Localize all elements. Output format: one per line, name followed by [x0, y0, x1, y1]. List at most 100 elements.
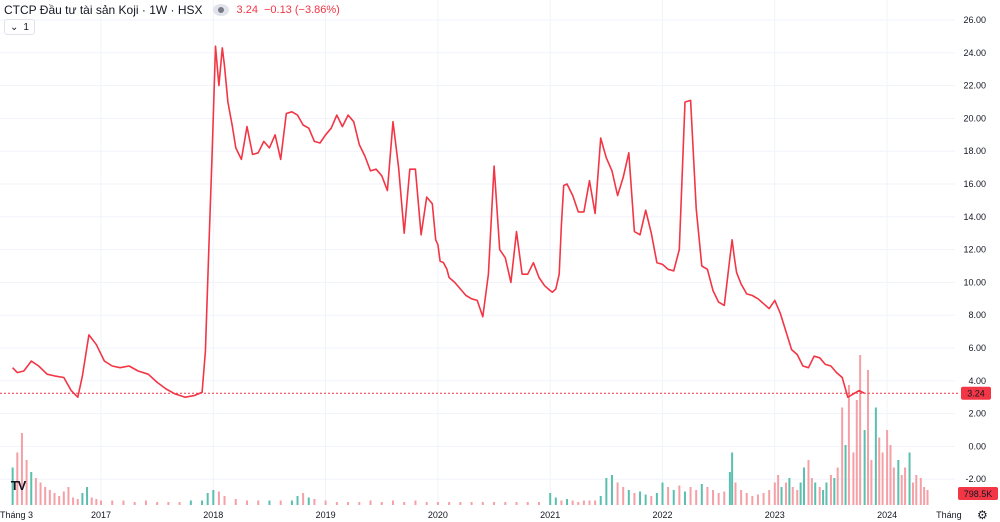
- volume-bar: [818, 487, 821, 505]
- volume-bar: [881, 452, 884, 505]
- x-tick-label: 2022: [652, 510, 672, 520]
- volume-bar: [867, 370, 870, 505]
- volume-bar: [610, 475, 613, 505]
- volume-bar: [886, 430, 889, 505]
- grid-lines: [0, 0, 955, 505]
- y-tick-label: 24.00: [963, 48, 986, 58]
- volume-bar: [897, 460, 900, 505]
- volume-bar: [481, 502, 484, 505]
- volume-bar: [650, 496, 653, 505]
- volume-bar: [76, 499, 79, 505]
- volume-bar: [391, 500, 394, 505]
- volume-bar: [870, 460, 873, 505]
- x-axis: Tháng 3 2017 2018 2019 2020 2021 2022 2023 2024 T…: [0, 510, 962, 520]
- volume-bar: [627, 490, 630, 505]
- y-tick-label: 8.00: [968, 310, 986, 320]
- volume-bar: [717, 493, 720, 505]
- volume-bar: [814, 482, 817, 505]
- volume-bar: [923, 487, 926, 505]
- volume-bar: [537, 502, 540, 505]
- y-tick-label: 26.00: [963, 15, 986, 25]
- volume-bar: [178, 502, 181, 505]
- volume-bar: [380, 502, 383, 505]
- volume-bar: [515, 502, 518, 505]
- volume-bar: [796, 490, 799, 505]
- volume-bar: [908, 452, 911, 505]
- volume-bar: [734, 482, 737, 505]
- volume-bar: [700, 484, 703, 505]
- volume-bar: [745, 493, 748, 505]
- y-tick-label: 4.00: [968, 376, 986, 386]
- volume-bar: [212, 490, 215, 505]
- x-tick-label: 2018: [203, 510, 223, 520]
- volume-bar: [780, 487, 783, 505]
- volume-bar: [847, 385, 850, 505]
- volume-bar: [414, 500, 417, 505]
- volume-bar: [689, 487, 692, 505]
- volume-bar: [62, 491, 65, 505]
- volume-bar: [347, 502, 350, 505]
- volume-bar: [605, 478, 608, 505]
- volume-bar: [268, 500, 271, 505]
- volume-bar: [201, 500, 204, 505]
- volume-bar: [644, 494, 647, 505]
- volume-bar: [791, 487, 794, 505]
- volume-bar: [493, 502, 496, 505]
- x-tick-label: Tháng 3: [0, 510, 33, 520]
- volume-bar: [672, 490, 675, 505]
- x-tick-label: 2024: [877, 510, 897, 520]
- price-change: −0.13 (−3.86%): [263, 4, 340, 16]
- indicator-count: 1: [23, 21, 29, 33]
- volume-tag: 798.5K: [958, 487, 998, 500]
- volume-bar: [81, 493, 84, 505]
- volume-bar: [234, 499, 237, 505]
- eye-icon[interactable]: [212, 4, 229, 16]
- volume-bar: [307, 497, 310, 505]
- x-tick-label: 2020: [428, 510, 448, 520]
- volume-bar: [762, 493, 765, 505]
- tradingview-logo-icon[interactable]: TV: [10, 477, 27, 493]
- volume-bar: [706, 487, 709, 505]
- volume-bar: [678, 485, 681, 505]
- volume-bar: [189, 500, 192, 505]
- gear-icon[interactable]: ⚙: [977, 508, 988, 522]
- x-tick-label: 2017: [91, 510, 111, 520]
- y-tick-label: 22.00: [963, 81, 986, 91]
- price-line: [12, 45, 865, 398]
- volume-bar: [777, 475, 780, 505]
- volume-bar: [594, 500, 597, 505]
- volume-bar: [30, 472, 33, 505]
- volume-bar: [833, 478, 836, 505]
- last-price-tag-text: 3.24: [967, 388, 985, 398]
- volume-bar: [58, 496, 61, 505]
- last-price: 3.24: [236, 4, 258, 16]
- volume-bar: [470, 502, 473, 505]
- volume-bar: [86, 487, 89, 505]
- volume-bar: [807, 460, 810, 505]
- volume-bar: [829, 475, 832, 505]
- volume-bar: [302, 493, 305, 505]
- y-tick-label: 6.00: [968, 343, 986, 353]
- volume-bar: [549, 493, 552, 505]
- volume-bar: [825, 482, 828, 505]
- volume-tag-text: 798.5K: [964, 489, 993, 499]
- volume-bar: [324, 500, 327, 505]
- volume-bar: [841, 407, 844, 505]
- volume-bar: [560, 500, 563, 505]
- volume-bar: [48, 490, 51, 505]
- volume-bar: [773, 482, 776, 505]
- volume-bar: [554, 497, 557, 505]
- volume-bar: [855, 400, 858, 505]
- y-tick-label: 0.00: [968, 441, 986, 451]
- volume-bar: [67, 487, 70, 505]
- volume-bar: [95, 499, 98, 505]
- volume-bar: [582, 500, 585, 505]
- volume-bar: [20, 433, 23, 505]
- volume-bar: [566, 499, 569, 505]
- volume-bar: [448, 502, 451, 505]
- volume-bar: [436, 502, 439, 505]
- volume-bars: [11, 355, 929, 505]
- indicator-collapse-button[interactable]: ⌄ 1: [4, 19, 35, 35]
- symbol-title[interactable]: CTCP Đầu tư tài sản Koji · 1W · HSX: [4, 3, 203, 17]
